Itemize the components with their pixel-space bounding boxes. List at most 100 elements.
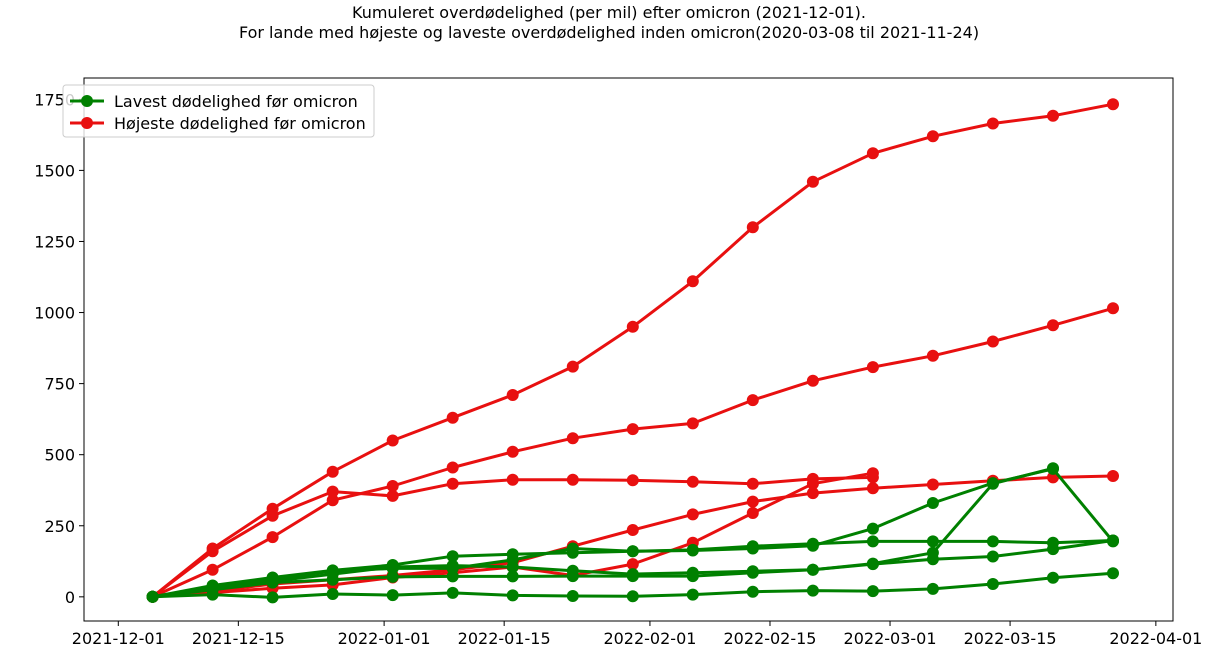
data-point xyxy=(926,478,939,491)
data-point xyxy=(686,588,699,601)
series-line xyxy=(152,466,1054,599)
data-point xyxy=(566,473,579,486)
x-tick-label: 2021-12-01 xyxy=(72,629,165,648)
data-point xyxy=(746,495,759,508)
data-point xyxy=(926,497,939,509)
data-point xyxy=(386,562,399,575)
data-point xyxy=(806,374,819,387)
data-point xyxy=(926,553,939,566)
data-point xyxy=(866,467,879,480)
data-point xyxy=(266,576,279,589)
data-point xyxy=(626,570,639,583)
x-tick-label: 2022-03-15 xyxy=(964,629,1057,648)
data-point xyxy=(386,480,399,492)
data-point xyxy=(866,147,879,160)
data-point xyxy=(506,553,519,566)
data-point xyxy=(986,335,999,348)
data-point xyxy=(986,578,999,590)
data-point xyxy=(746,507,759,519)
data-point xyxy=(446,570,459,583)
data-point xyxy=(986,117,999,130)
data-point xyxy=(866,585,879,598)
chart-title: Kumuleret overdødelighed (per mil) efter… xyxy=(352,3,866,22)
data-point xyxy=(266,509,279,522)
data-point xyxy=(386,570,399,583)
data-point xyxy=(1107,534,1119,547)
data-point xyxy=(566,542,579,555)
data-point xyxy=(686,570,699,583)
data-point xyxy=(746,585,759,598)
series-low-9 xyxy=(146,567,1119,604)
data-point xyxy=(1107,302,1119,315)
data-point xyxy=(986,535,999,548)
x-tick-label: 2022-01-15 xyxy=(458,629,551,648)
data-point xyxy=(506,445,519,458)
data-point xyxy=(446,477,459,490)
data-point xyxy=(686,275,699,288)
chart-subtitle: For lande med højeste og laveste overdød… xyxy=(238,23,980,42)
data-point xyxy=(926,349,939,362)
data-point xyxy=(686,417,699,430)
data-point xyxy=(446,411,459,424)
plot-frame xyxy=(83,77,1174,622)
y-tick-label: 250 xyxy=(44,517,75,536)
data-point xyxy=(626,545,639,558)
legend-label-high: Højeste dødelighed før omicron xyxy=(114,114,366,133)
data-point xyxy=(326,485,339,498)
data-point xyxy=(326,494,339,507)
data-point xyxy=(926,535,939,548)
data-point xyxy=(1047,571,1059,584)
chart-title-block: Kumuleret overdødelighed (per mil) efter… xyxy=(0,3,1218,43)
data-point xyxy=(326,465,339,478)
y-tick-label: 500 xyxy=(44,446,75,465)
y-tick-label: 0 xyxy=(65,588,75,607)
y-tick-label: 1250 xyxy=(34,232,75,251)
data-point xyxy=(866,558,879,571)
data-point xyxy=(386,434,399,447)
data-point xyxy=(686,508,699,521)
data-point xyxy=(866,482,879,495)
data-point xyxy=(1047,462,1059,475)
data-point xyxy=(206,588,219,601)
data-point xyxy=(746,477,759,490)
data-point xyxy=(686,543,699,556)
data-point xyxy=(326,588,339,600)
data-point xyxy=(626,423,639,436)
data-point xyxy=(986,477,999,490)
data-point xyxy=(326,565,339,578)
y-tick-label: 1000 xyxy=(34,304,75,323)
series-high-1 xyxy=(146,302,1119,603)
data-point xyxy=(806,537,819,550)
data-point xyxy=(986,550,999,563)
data-point xyxy=(566,570,579,583)
data-point xyxy=(206,545,219,558)
data-point xyxy=(1107,567,1119,580)
y-tick-label: 1500 xyxy=(34,161,75,180)
data-point xyxy=(746,221,759,234)
data-point xyxy=(1047,109,1059,122)
legend-box xyxy=(62,84,375,138)
data-point xyxy=(866,522,879,535)
data-point xyxy=(566,360,579,373)
legend: Lavest dødelighed før omicron Højeste dø… xyxy=(62,84,375,138)
data-point xyxy=(326,573,339,586)
data-point xyxy=(926,130,939,143)
data-point xyxy=(806,584,819,597)
data-point xyxy=(746,566,759,579)
data-point xyxy=(1047,319,1059,332)
legend-marker-low xyxy=(81,95,93,107)
data-point xyxy=(566,590,579,602)
data-point xyxy=(266,591,279,604)
data-point xyxy=(866,535,879,548)
data-point xyxy=(806,477,819,490)
data-point xyxy=(506,389,519,401)
data-point xyxy=(506,589,519,602)
data-point xyxy=(626,558,639,571)
data-point xyxy=(626,590,639,603)
data-point xyxy=(626,474,639,487)
legend-label-low: Lavest dødelighed før omicron xyxy=(114,92,358,111)
y-tick-label: 750 xyxy=(44,375,75,394)
data-point xyxy=(686,475,699,488)
